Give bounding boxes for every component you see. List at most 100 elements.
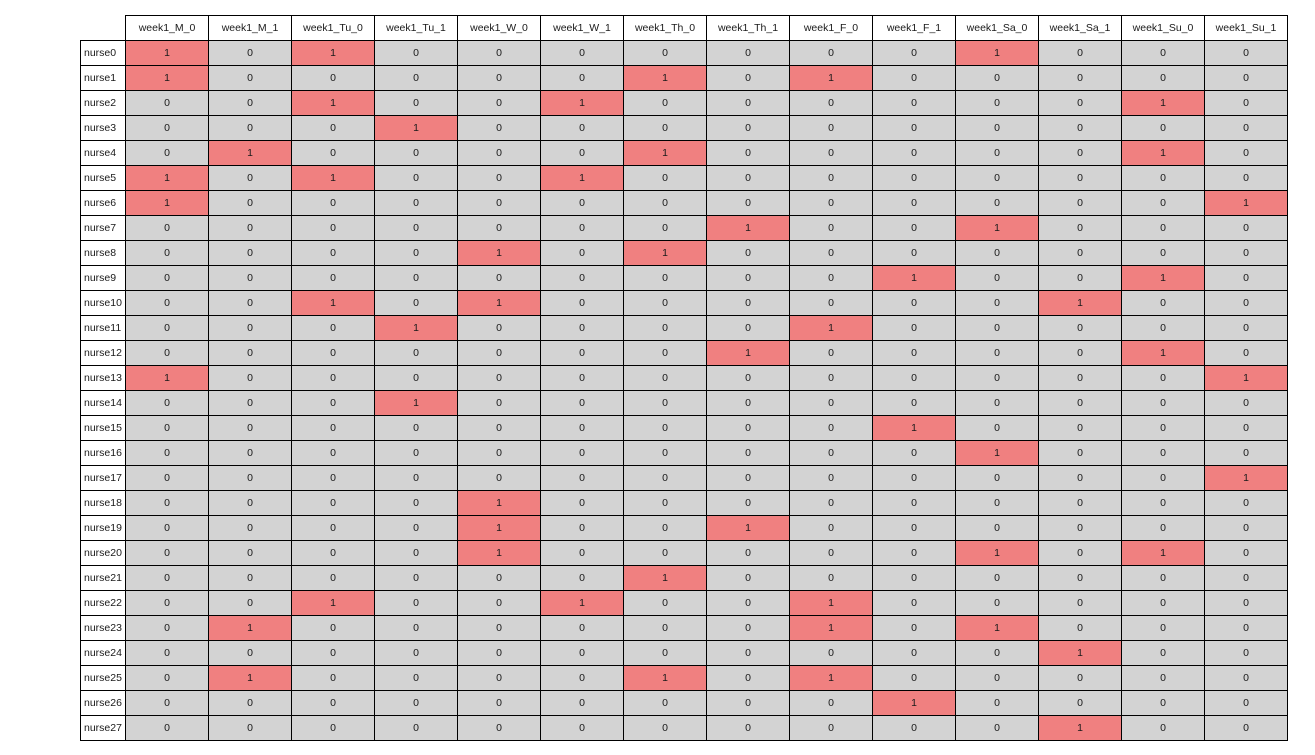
table-row: nurse24 0 0 0 0 0 0 0 0 0 0 0 1 0 0 (80, 640, 1288, 666)
table-cell: 0 (872, 465, 956, 491)
table-cell: 0 (789, 690, 873, 716)
table-cell: 0 (872, 340, 956, 366)
table-cell: 0 (872, 40, 956, 66)
row-header: nurse1 (80, 65, 126, 91)
table-cell: 0 (872, 140, 956, 166)
table-cell: 0 (125, 215, 209, 241)
table-cell: 1 (457, 290, 541, 316)
table-cell: 0 (374, 40, 458, 66)
table-cell: 0 (872, 515, 956, 541)
table-cell: 1 (706, 340, 790, 366)
table-cell: 1 (457, 240, 541, 266)
table-cell: 0 (208, 40, 292, 66)
table-cell: 0 (1121, 390, 1205, 416)
table-cell: 0 (706, 65, 790, 91)
table-cell: 0 (1121, 165, 1205, 191)
table-cell: 0 (1038, 465, 1122, 491)
table-cell: 0 (789, 490, 873, 516)
table-cell: 0 (955, 415, 1039, 441)
table-cell: 0 (623, 540, 707, 566)
table-cell: 1 (872, 690, 956, 716)
table-cell: 0 (1038, 365, 1122, 391)
table-cell: 0 (374, 215, 458, 241)
table-cell: 0 (291, 140, 375, 166)
table-row: nurse22 0 0 1 0 0 1 0 0 1 0 0 0 0 0 (80, 590, 1288, 616)
table-cell: 0 (457, 215, 541, 241)
table-cell: 0 (374, 665, 458, 691)
table-cell: 0 (1204, 665, 1288, 691)
table-cell: 0 (1121, 640, 1205, 666)
table-cell: 0 (540, 490, 624, 516)
table-cell: 0 (1121, 440, 1205, 466)
table-cell: 0 (208, 390, 292, 416)
table-cell: 0 (706, 140, 790, 166)
table-cell: 0 (1204, 40, 1288, 66)
row-header: nurse6 (80, 190, 126, 216)
table-cell: 0 (1038, 315, 1122, 341)
table-cell: 0 (623, 490, 707, 516)
column-header: week1_Sa_0 (955, 15, 1039, 41)
table-cell: 0 (623, 290, 707, 316)
table-cell: 0 (374, 65, 458, 91)
table-row: nurse16 0 0 0 0 0 0 0 0 0 0 1 0 0 0 (80, 440, 1288, 466)
table-cell: 1 (125, 365, 209, 391)
table-cell: 0 (540, 640, 624, 666)
table-cell: 1 (208, 665, 292, 691)
table-cell: 0 (872, 715, 956, 741)
table-cell: 1 (789, 590, 873, 616)
table-cell: 1 (540, 90, 624, 116)
row-header: nurse11 (80, 315, 126, 341)
row-header: nurse13 (80, 365, 126, 391)
table-cell: 0 (540, 115, 624, 141)
table-cell: 0 (540, 515, 624, 541)
table-cell: 0 (706, 190, 790, 216)
table-cell: 0 (208, 290, 292, 316)
table-cell: 0 (457, 165, 541, 191)
table-cell: 0 (457, 65, 541, 91)
table-cell: 0 (540, 565, 624, 591)
table-cell: 0 (540, 665, 624, 691)
table-cell: 1 (872, 265, 956, 291)
table-cell: 0 (623, 515, 707, 541)
table-cell: 1 (1204, 465, 1288, 491)
column-header: week1_F_0 (789, 15, 873, 41)
table-cell: 0 (291, 615, 375, 641)
table-cell: 0 (291, 690, 375, 716)
table-cell: 0 (872, 290, 956, 316)
table-cell: 0 (955, 240, 1039, 266)
table-cell: 0 (374, 140, 458, 166)
table-cell: 0 (208, 340, 292, 366)
table-cell: 0 (955, 465, 1039, 491)
table-cell: 0 (623, 190, 707, 216)
table-cell: 0 (374, 90, 458, 116)
table-cell: 0 (872, 615, 956, 641)
column-header: week1_M_1 (208, 15, 292, 41)
table-cell: 1 (789, 665, 873, 691)
table-cell: 1 (374, 315, 458, 341)
table-cell: 0 (374, 415, 458, 441)
table-cell: 0 (374, 340, 458, 366)
table-cell: 0 (457, 590, 541, 616)
table-cell: 0 (1204, 615, 1288, 641)
table-cell: 0 (1121, 115, 1205, 141)
table-cell: 0 (125, 540, 209, 566)
table-cell: 0 (1204, 65, 1288, 91)
table-cell: 0 (706, 290, 790, 316)
table-cell: 0 (1038, 40, 1122, 66)
row-header: nurse20 (80, 540, 126, 566)
table-cell: 0 (1038, 665, 1122, 691)
table-cell: 0 (955, 715, 1039, 741)
table-cell: 0 (1121, 290, 1205, 316)
table-cell: 0 (872, 65, 956, 91)
table-cell: 0 (1204, 515, 1288, 541)
table-cell: 0 (457, 140, 541, 166)
table-cell: 0 (1121, 515, 1205, 541)
table-cell: 0 (789, 190, 873, 216)
table-cell: 0 (1038, 265, 1122, 291)
row-header: nurse24 (80, 640, 126, 666)
table-cell: 1 (208, 615, 292, 641)
table-cell: 0 (208, 690, 292, 716)
row-header: nurse25 (80, 665, 126, 691)
table-cell: 0 (540, 340, 624, 366)
table-cell: 0 (125, 490, 209, 516)
